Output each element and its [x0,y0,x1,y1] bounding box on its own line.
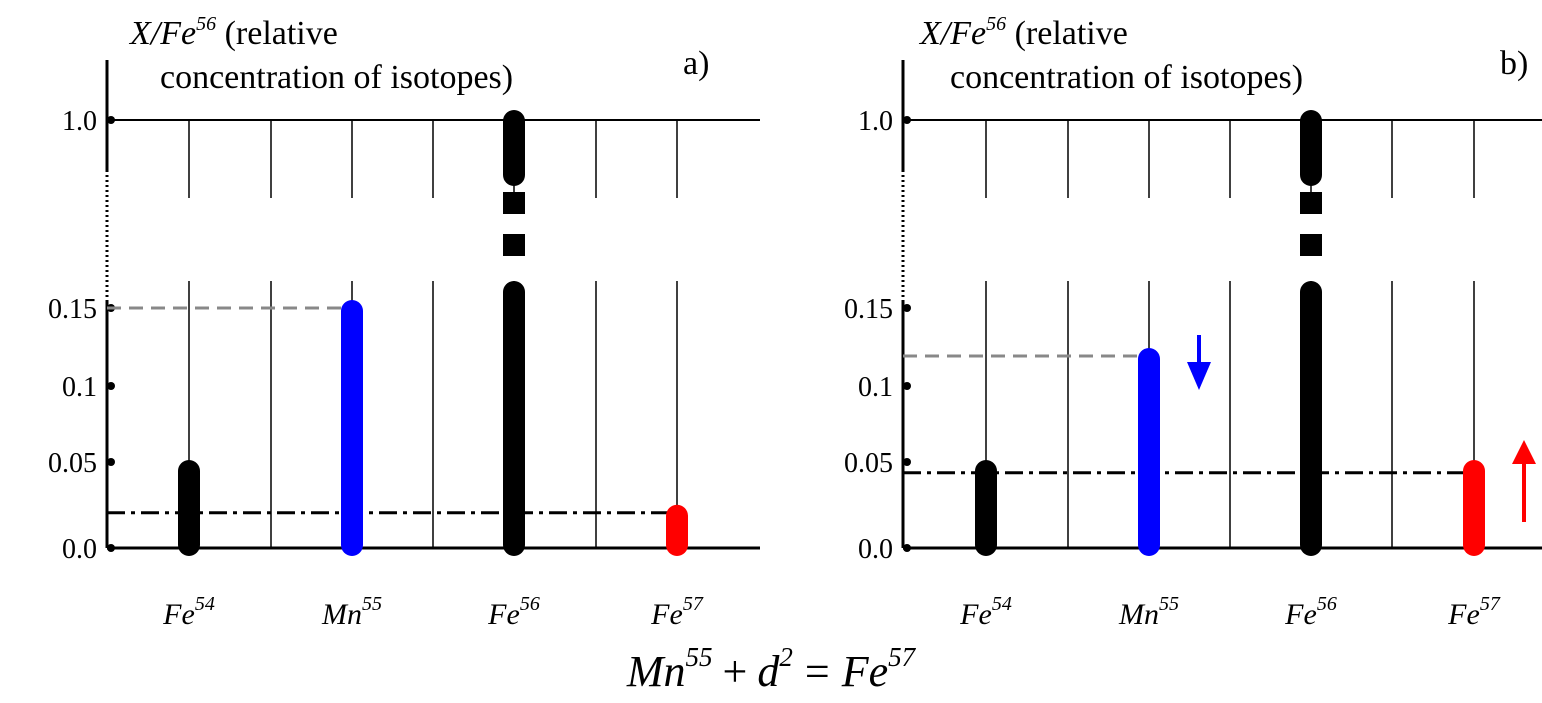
category-label: Mn55 [1118,593,1179,631]
category-label-text: Fe57 [1447,593,1501,631]
category-label: Fe54 [959,593,1012,631]
category-label: Fe56 [487,593,540,631]
down-arrow-head [1187,362,1211,390]
reaction-equation: Mn55 + d2 = Fe57 [626,642,917,696]
bar [341,300,363,556]
category-label-base: Fe [959,598,992,631]
category-label-text: Fe56 [487,593,540,631]
eq-equals: = [805,647,830,696]
y-tick-label: 1.0 [62,106,97,137]
category-label-text: Mn55 [321,593,382,631]
bar [1300,110,1322,186]
bar-break-dash [1300,192,1322,214]
eq-term-sup: 2 [779,642,793,672]
category-label-sup: 57 [1480,593,1501,615]
category-label-base: Fe [162,598,195,631]
y-tick-mark [107,382,115,390]
category-label-sup: 57 [683,593,704,615]
y-tick-label: 0.0 [858,534,893,565]
bar [666,504,688,556]
y-tick-label: 0.1 [62,372,97,403]
panel-label: a) [683,45,709,82]
y-axis-title-line2: concentration of isotopes) [160,59,513,96]
y-tick-mark [903,116,911,124]
bar [178,460,200,556]
category-label: Mn55 [321,593,382,631]
y-tick-mark [107,544,115,552]
y-tick-mark [107,458,115,466]
category-label: Fe57 [1447,593,1501,631]
y-axis-title-line1: X/Fe56 (relative [918,13,1128,52]
eq-term: d [757,647,780,696]
up-arrow-head [1512,440,1536,464]
category-label: Fe57 [650,593,704,631]
eq-rhs: Fe [841,647,888,696]
category-label-sup: 55 [362,593,382,615]
category-label-sup: 54 [195,593,215,615]
y-tick-mark [903,304,911,312]
y-tick-label: 0.05 [48,448,97,479]
bar-break-dash [503,192,525,214]
y-axis-title-sup: 56 [196,13,216,35]
category-label-base: Mn [1118,598,1159,631]
bar [1300,281,1322,556]
bar [975,460,997,556]
category-label-sup: 56 [1317,593,1337,615]
y-axis-title-line1: X/Fe56 (relative [128,13,338,52]
y-tick-label: 0.15 [844,294,893,325]
y-axis-title-rest: (relative [1006,15,1128,52]
bar [1463,460,1485,556]
bar [1138,348,1160,556]
y-tick-mark [903,382,911,390]
category-label-base: Fe [1447,598,1480,631]
y-axis-title-rest: (relative [216,15,338,52]
eq-lhs-sup: 55 [686,642,713,672]
category-label-sup: 54 [992,593,1012,615]
bar-break-dash [503,234,525,256]
y-tick-label: 0.05 [844,448,893,479]
eq-rhs-sup: 57 [888,642,917,672]
category-label-text: Fe56 [1284,593,1337,631]
y-axis-title-base: X/Fe [128,15,196,52]
eq-lhs: Mn [626,647,686,696]
category-label-text: Fe54 [162,593,215,631]
y-tick-mark [107,116,115,124]
category-label-base: Mn [321,598,362,631]
y-tick-label: 1.0 [858,106,893,137]
category-label-sup: 56 [520,593,540,615]
bar [503,281,525,556]
category-label-text: Fe54 [959,593,1012,631]
category-label: Fe56 [1284,593,1337,631]
y-tick-mark [903,544,911,552]
category-label-text: Mn55 [1118,593,1179,631]
category-label: Fe54 [162,593,215,631]
panel-label: b) [1500,45,1528,82]
category-label-text: Fe57 [650,593,704,631]
category-label-base: Fe [650,598,683,631]
y-tick-label: 0.1 [858,372,893,403]
y-tick-label: 0.15 [48,294,97,325]
y-axis-title-sup: 56 [986,13,1006,35]
category-label-base: Fe [1284,598,1317,631]
y-tick-label: 0.0 [62,534,97,565]
y-axis-title-base: X/Fe [918,15,986,52]
eq-plus: + [723,647,748,696]
y-tick-mark [903,458,911,466]
y-axis-title-line2: concentration of isotopes) [950,59,1303,96]
category-label-sup: 55 [1159,593,1179,615]
bar [503,110,525,186]
bar-break-dash [1300,234,1322,256]
category-label-base: Fe [487,598,520,631]
